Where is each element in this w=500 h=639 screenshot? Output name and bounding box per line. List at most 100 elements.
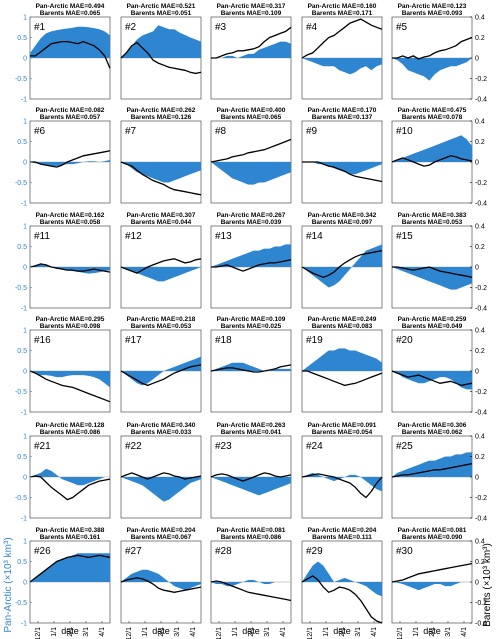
barents-line	[29, 370, 111, 403]
panel-id-label: #9	[306, 126, 318, 137]
panel-title-barents: Barents MAE=0.111	[312, 534, 372, 541]
left-tick-label: 1	[23, 224, 27, 231]
right-tick-label: 0.4	[475, 434, 485, 441]
pan-arctic-area	[30, 263, 110, 274]
x-tick-label: 12/1	[216, 627, 223, 639]
x-tick-label: 12/1	[307, 627, 314, 639]
x-tick-label: 1/1	[232, 627, 239, 637]
right-tick-label: 0	[475, 369, 479, 376]
left-tick-label: 1	[23, 434, 27, 441]
panel-title-pan-arctic: Pan-Arctic MAE=0.081	[217, 527, 286, 534]
panel-title-barents: Barents MAE=0.025	[221, 323, 282, 330]
right-tick-label: 0	[475, 265, 479, 272]
right-tick-label: -0.2	[475, 495, 487, 502]
right-tick-label: 0.4	[475, 224, 485, 231]
panel-id-label: #5	[396, 22, 408, 33]
panel-title-pan-arctic: Pan-Arctic MAE=0.081	[398, 527, 467, 534]
pan-arctic-area	[211, 477, 291, 496]
panel-title-barents: Barents MAE=0.054	[312, 429, 373, 436]
barents-line	[391, 370, 473, 387]
left-tick-label: -0.5	[15, 76, 27, 83]
left-tick-label: -0.5	[15, 180, 27, 187]
left-y-axis-label: Pan-Arctic (×10³ km³)	[3, 537, 14, 632]
panel-title-barents: Barents MAE=0.086	[40, 429, 101, 436]
right-tick-label: -0.2	[475, 389, 487, 396]
panel-title-barents: Barents MAE=0.049	[402, 323, 463, 330]
left-tick-label: 0	[23, 160, 27, 167]
panel-id-label: #30	[396, 546, 413, 557]
left-tick-label: 1	[23, 539, 27, 546]
panel-id-label: #24	[306, 441, 323, 452]
panel-id-label: #17	[125, 335, 142, 346]
barents-line	[301, 575, 383, 624]
x-tick-label: 1/1	[142, 627, 149, 637]
pan-arctic-area	[30, 159, 110, 167]
pan-arctic-area	[392, 135, 472, 162]
panel-title-pan-arctic: Pan-Arctic MAE=0.128	[36, 422, 105, 429]
right-tick-label: -0.4	[475, 306, 487, 313]
pan-arctic-area	[121, 162, 201, 183]
panel-title-pan-arctic: Pan-Arctic MAE=0.170	[308, 107, 377, 114]
barents-line	[211, 26, 292, 59]
barents-line	[302, 370, 383, 387]
panel-id-label: #1	[34, 22, 46, 33]
x-tick-label: 12/1	[397, 627, 404, 639]
barents-line	[211, 259, 292, 272]
panel-id-label: #21	[34, 441, 51, 452]
x-axis-label: date	[242, 626, 260, 636]
right-tick-label: 0.4	[475, 539, 485, 546]
panel-title-pan-arctic: Pan-Arctic MAE=0.494	[36, 3, 105, 10]
barents-line	[210, 138, 292, 163]
panel-title-barents: Barents MAE=0.053	[131, 323, 192, 330]
barents-line	[392, 266, 473, 278]
barents-line	[302, 161, 383, 183]
panel-title-barents: Barents MAE=0.067	[131, 534, 192, 541]
pan-arctic-area	[211, 41, 291, 58]
panel-id-label: #14	[306, 231, 323, 242]
left-tick-label: 0	[23, 580, 27, 587]
panel-title-barents: Barents MAE=0.062	[402, 429, 463, 436]
pan-arctic-area	[30, 553, 110, 582]
panel-id-label: #6	[34, 126, 46, 137]
barents-line	[301, 473, 383, 499]
panel-title-pan-arctic: Pan-Arctic MAE=0.123	[398, 3, 467, 10]
left-tick-label: -1	[21, 201, 27, 208]
right-tick-label: -0.2	[475, 285, 487, 292]
panel-title-pan-arctic: Pan-Arctic MAE=0.340	[127, 422, 196, 429]
barents-line	[391, 562, 473, 583]
pan-arctic-area	[392, 452, 472, 477]
left-tick-label: 0.5	[17, 139, 27, 146]
panel-id-label: #4	[306, 22, 318, 33]
right-tick-label: 0.2	[475, 35, 485, 42]
panel-id-label: #10	[396, 126, 413, 137]
barents-line	[29, 554, 111, 583]
left-tick-label: -0.5	[15, 389, 27, 396]
x-tick-label: 1/1	[323, 627, 330, 637]
pan-arctic-area	[121, 356, 201, 386]
pan-arctic-area	[392, 582, 472, 591]
panel-title-pan-arctic: Pan-Arctic MAE=0.306	[398, 422, 467, 429]
panel-title-barents: Barents MAE=0.171	[312, 10, 373, 17]
left-tick-label: 1	[23, 15, 27, 22]
x-axis-label: date	[423, 626, 441, 636]
x-tick-label: 12/1	[126, 627, 133, 639]
pan-arctic-area	[121, 477, 201, 502]
barents-line	[120, 258, 202, 274]
left-tick-label: -0.5	[15, 285, 27, 292]
pan-arctic-area	[211, 162, 291, 185]
